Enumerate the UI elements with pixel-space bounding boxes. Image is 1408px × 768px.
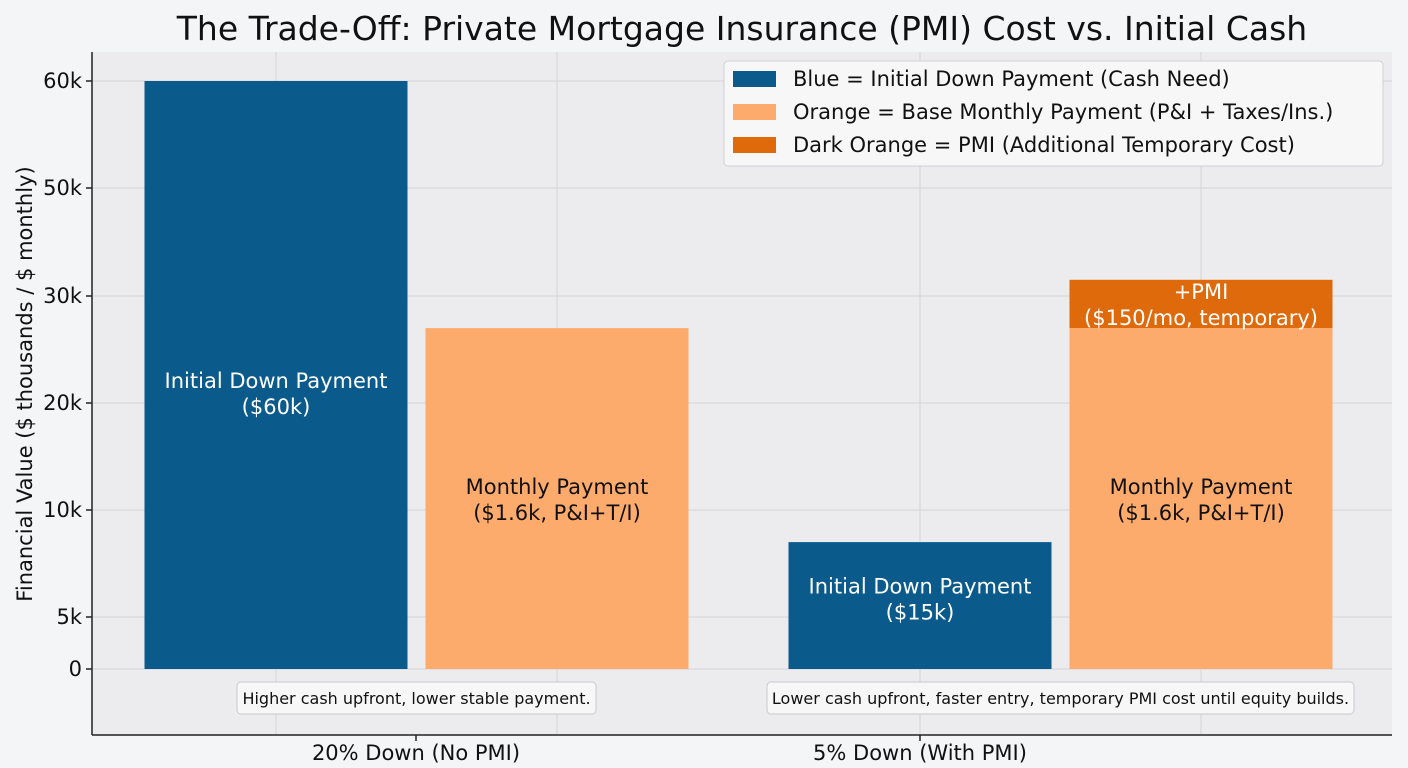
legend-label: Orange = Base Monthly Payment (P&I + Tax… <box>793 100 1333 124</box>
legend-swatch <box>733 137 776 153</box>
bar-down-payment <box>788 542 1052 669</box>
x-category-label: 5% Down (With PMI) <box>813 741 1027 765</box>
note-box <box>766 681 1355 715</box>
legend-box <box>723 60 1384 167</box>
y-tick-label: 5k <box>56 605 82 629</box>
bars: Initial Down Payment($60k)Monthly Paymen… <box>144 81 1333 669</box>
y-axis-label: Financial Value ($ thousands / $ monthly… <box>13 166 37 601</box>
bar-label: Monthly Payment <box>466 475 649 499</box>
legend-swatch <box>733 71 776 87</box>
category-notes: Higher cash upfront, lower stable paymen… <box>236 681 1355 715</box>
note-box <box>236 681 597 715</box>
bar-label: ($150/mo, temporary) <box>1084 306 1318 330</box>
legend-swatch <box>733 104 776 120</box>
bar-pmi <box>1069 279 1333 329</box>
legend-label: Blue = Initial Down Payment (Cash Need) <box>793 67 1230 91</box>
bar-label: Monthly Payment <box>1110 475 1293 499</box>
bar-label: +PMI <box>1174 280 1229 304</box>
y-ticks: 0 5k 10k 20k 30k 50k 60k <box>43 69 92 681</box>
legend: Blue = Initial Down Payment (Cash Need) O… <box>723 60 1384 167</box>
bar-label: ($1.6k, P&I+T/I) <box>473 501 641 525</box>
bar-label: Initial Down Payment <box>165 369 388 393</box>
x-category-label: 20% Down (No PMI) <box>312 741 520 765</box>
bar-down-payment <box>144 81 408 669</box>
category-labels: 20% Down (No PMI) 5% Down (With PMI) <box>312 735 1027 765</box>
note-text: Higher cash upfront, lower stable paymen… <box>242 689 590 708</box>
y-tick-label: 0 <box>69 657 82 681</box>
y-tick-label: 60k <box>43 69 83 93</box>
y-tick-label: 20k <box>43 391 83 415</box>
axes <box>91 52 1392 736</box>
bar-monthly-payment <box>425 328 689 669</box>
bar-label: Initial Down Payment <box>809 575 1032 599</box>
legend-label: Dark Orange = PMI (Additional Temporary … <box>793 133 1295 157</box>
y-tick-label: 50k <box>43 176 83 200</box>
note-text: Lower cash upfront, faster entry, tempor… <box>772 689 1349 708</box>
y-tick-label: 10k <box>43 498 83 522</box>
y-tick-label: 30k <box>43 284 83 308</box>
bar-label: ($15k) <box>886 601 955 625</box>
bar-monthly-payment <box>1069 328 1333 669</box>
bar-label: ($60k) <box>242 395 311 419</box>
chart-title: The Trade-Off: Private Mortgage Insuranc… <box>176 9 1307 48</box>
bar-label: ($1.6k, P&I+T/I) <box>1117 501 1285 525</box>
